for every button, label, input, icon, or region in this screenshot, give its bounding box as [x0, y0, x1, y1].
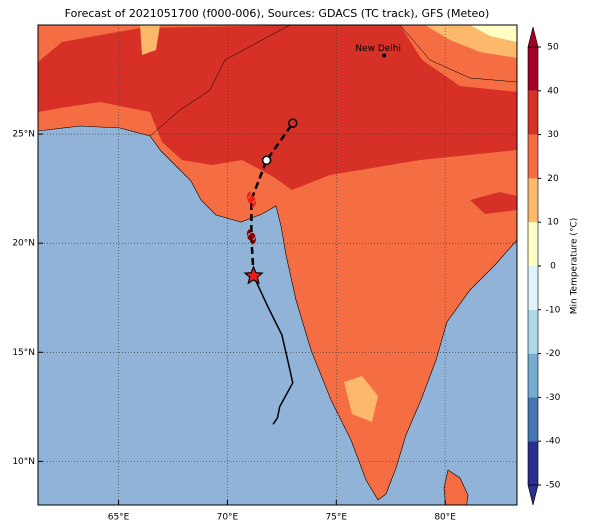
forecast-track — [250, 122, 294, 276]
colorbar-bin — [528, 266, 538, 310]
colorbar-tick-label: -20 — [546, 349, 561, 359]
warm-patch — [470, 25, 517, 42]
hot-region — [38, 25, 517, 190]
city-label: New Delhi — [355, 44, 401, 54]
colorbar-tick-label: -30 — [546, 393, 561, 403]
y-tick-label: 15°N — [12, 348, 35, 358]
colorbar-tick-label: 40 — [547, 86, 559, 96]
city-dot — [382, 53, 387, 58]
observed-track — [252, 275, 294, 425]
colorbar-bin — [528, 90, 538, 135]
track-point — [261, 155, 272, 166]
colorbar-bin — [528, 178, 538, 223]
colorbar-bin — [528, 309, 538, 354]
colorbar-bin — [528, 134, 538, 179]
x-tick-label: 80°E — [434, 513, 456, 523]
storm-star — [243, 265, 264, 285]
hot-patch — [470, 192, 517, 214]
border — [149, 25, 517, 137]
colorbar-tick-label: 20 — [547, 174, 559, 184]
colorbar-bin — [528, 441, 538, 485]
cyclone-symbol — [246, 191, 256, 208]
colorbar-tick-label: 0 — [550, 262, 556, 272]
colorbar-tick-label: 10 — [547, 218, 559, 228]
colorbar-label: Min Temperature (°C) — [570, 218, 580, 315]
y-tick-label: 10°N — [12, 457, 35, 467]
colorbar-tick-label: 30 — [547, 130, 559, 140]
warm-patch — [344, 376, 378, 422]
sri-lanka — [443, 469, 469, 505]
colorbar-tick-label: -10 — [546, 305, 561, 315]
colorbar-bin — [528, 222, 538, 266]
track-point — [287, 118, 298, 128]
colorbar-bin — [528, 47, 538, 91]
colorbar-tick-label: -50 — [546, 481, 561, 491]
y-tick-label: 25°N — [12, 130, 35, 140]
map-area — [38, 25, 517, 505]
warm-patch — [140, 25, 160, 55]
colorbar-extend-max — [527, 26, 539, 48]
map-title: Forecast of 2021051700 (f000-006), Sourc… — [65, 7, 490, 20]
y-tick-label: 20°N — [12, 239, 35, 249]
colorbar-tick-label: 50 — [547, 43, 559, 53]
x-tick-label: 70°E — [217, 513, 239, 523]
map-frame — [37, 24, 518, 506]
colorbar-extend-min — [527, 484, 539, 506]
colorbar-bin — [528, 397, 538, 442]
x-tick-label: 75°E — [325, 513, 347, 523]
colorbar-bin — [528, 353, 538, 398]
cyclone-symbol — [246, 228, 256, 245]
x-tick-label: 65°E — [108, 513, 130, 523]
colorbar-tick-label: -40 — [546, 437, 561, 447]
